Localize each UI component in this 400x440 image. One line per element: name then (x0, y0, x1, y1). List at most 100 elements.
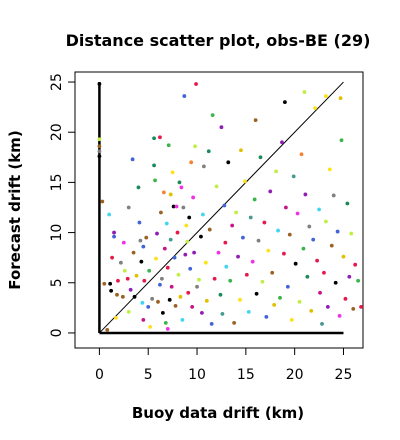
data-point (159, 210, 163, 215)
data-point (356, 278, 361, 283)
data-point (270, 270, 275, 275)
data-point (109, 288, 114, 293)
y-axis-label: Forecast drift (km) (6, 130, 24, 289)
data-point (199, 234, 203, 239)
data-point (132, 294, 137, 299)
data-point (105, 328, 110, 332)
x-tick-label: 10 (188, 367, 206, 383)
data-point (144, 235, 149, 240)
data-point (108, 281, 113, 286)
y-tick-label: 5 (49, 278, 65, 287)
data-point (230, 223, 235, 228)
data-point (226, 160, 231, 165)
data-point (97, 149, 102, 154)
data-point (333, 280, 338, 285)
data-point (165, 327, 170, 331)
data-point (190, 304, 195, 309)
data-point (307, 224, 312, 229)
data-point (184, 223, 189, 228)
data-point (212, 276, 217, 281)
data-point (331, 193, 336, 198)
x-axis-label: Buoy data drift (km) (132, 404, 304, 422)
data-point (161, 190, 166, 195)
data-point (162, 246, 167, 251)
data-point (317, 207, 321, 212)
x-tick-label: 25 (335, 367, 353, 383)
data-point (204, 298, 209, 303)
x-axis: 0 5 10 15 20 25 (95, 348, 352, 383)
data-point (172, 255, 177, 260)
data-point (165, 265, 170, 270)
data-point (197, 277, 201, 282)
data-point (347, 274, 352, 279)
data-point (224, 264, 229, 269)
x-tick-label: 5 (144, 367, 153, 383)
data-point (194, 82, 198, 86)
data-point (186, 290, 191, 295)
data-point (280, 140, 284, 145)
data-point (228, 278, 233, 283)
data-point (138, 238, 143, 243)
data-point (153, 178, 157, 183)
data-point (189, 160, 194, 165)
y-tick-label: 15 (49, 173, 65, 191)
data-point (209, 322, 214, 326)
data-point (183, 252, 188, 257)
data-point (320, 322, 324, 326)
data-point (168, 192, 173, 197)
data-point (110, 255, 114, 260)
data-point (337, 313, 342, 318)
data-point (254, 291, 259, 296)
data-point (335, 229, 340, 234)
data-point (218, 292, 223, 297)
data-point (258, 155, 263, 160)
data-point (140, 300, 145, 305)
data-point (156, 299, 160, 304)
data-point (201, 164, 206, 169)
data-point (130, 157, 135, 162)
data-point (278, 295, 282, 300)
data-point (207, 227, 212, 232)
data-point (193, 144, 197, 149)
data-point (282, 100, 287, 105)
data-point (203, 260, 208, 265)
data-point (260, 279, 265, 284)
data-point (169, 284, 174, 289)
data-point (232, 321, 237, 325)
data-point (338, 96, 343, 100)
data-point (200, 310, 204, 315)
y-tick-label: 10 (49, 224, 65, 242)
data-point (175, 230, 180, 235)
data-point (160, 310, 165, 315)
data-point (185, 239, 190, 244)
data-point (118, 260, 123, 265)
data-point (100, 199, 105, 204)
data-point (214, 184, 219, 189)
data-point (166, 143, 171, 148)
data-point (107, 212, 112, 217)
data-point (173, 303, 178, 308)
data-point (242, 179, 247, 184)
chart-title: Distance scatter plot, obs-BE (29) (66, 31, 371, 50)
data-point (289, 317, 294, 322)
data-point (188, 266, 193, 271)
data-point (264, 314, 269, 319)
identity-line (99, 81, 344, 334)
data-point (182, 94, 187, 98)
data-point (181, 205, 186, 210)
data-point (192, 250, 197, 255)
data-point (210, 113, 215, 118)
data-point (195, 284, 199, 289)
data-point (246, 309, 251, 314)
y-axis: 0 5 10 15 20 25 (49, 73, 75, 337)
data-point (241, 235, 245, 240)
data-point (97, 82, 102, 86)
data-point (324, 219, 328, 224)
data-point (112, 234, 116, 239)
data-point (343, 296, 348, 301)
y-tick-label: 0 (49, 328, 65, 337)
data-point (152, 163, 156, 168)
data-point (167, 297, 172, 302)
data-point (131, 250, 136, 255)
data-point (97, 144, 102, 149)
